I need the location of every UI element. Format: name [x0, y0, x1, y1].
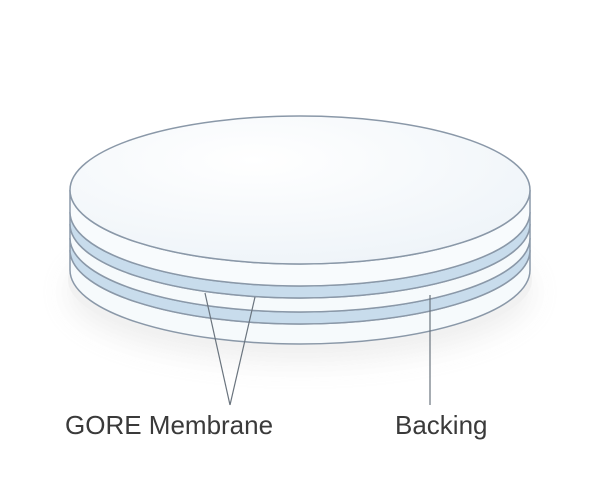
diagram-container: GORE Membrane Backing: [0, 0, 600, 500]
label-backing: Backing: [395, 410, 488, 441]
label-gore-membrane: GORE Membrane: [65, 410, 273, 441]
disc-top-face: [70, 116, 530, 264]
